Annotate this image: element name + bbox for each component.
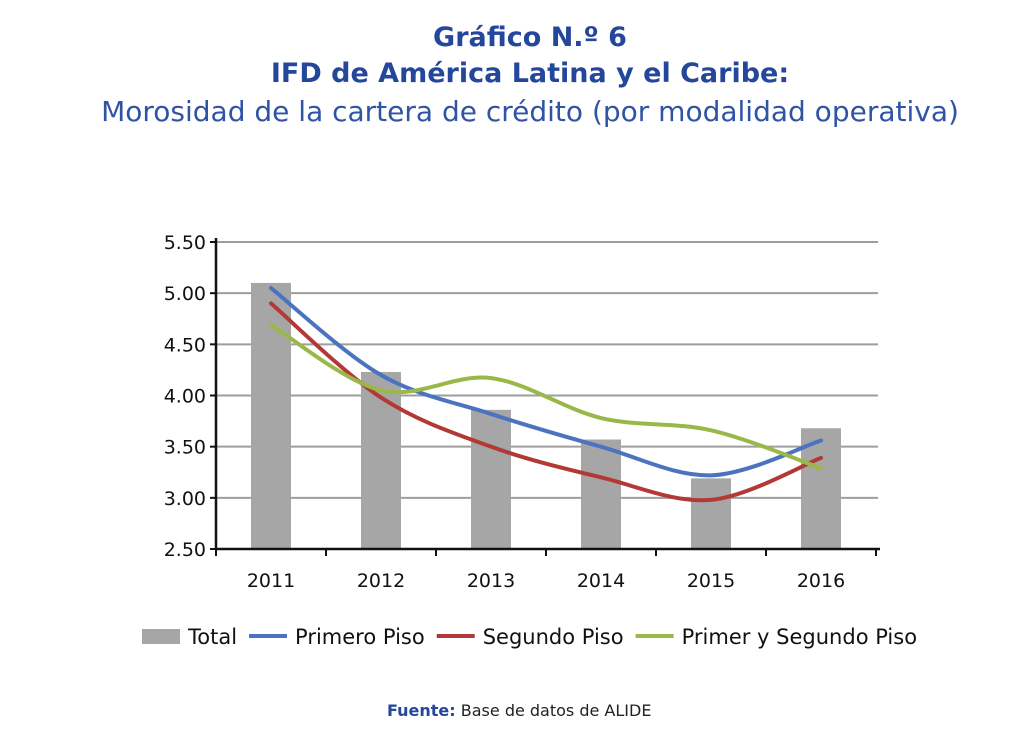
legend-swatch-total bbox=[142, 629, 180, 644]
x-tick-label: 2012 bbox=[357, 570, 405, 592]
bar-total bbox=[581, 439, 621, 549]
bar-total bbox=[471, 409, 511, 549]
y-tick-label: 5.00 bbox=[164, 283, 206, 305]
y-tick-label: 3.00 bbox=[164, 488, 206, 510]
bar-total bbox=[691, 478, 731, 549]
legend-label: Segundo Piso bbox=[483, 625, 624, 649]
x-tick-label: 2014 bbox=[577, 570, 625, 592]
bar-total bbox=[801, 428, 841, 549]
legend: Total Primero Piso Segundo Piso Primer y Se… bbox=[142, 625, 917, 649]
chart-subtitle: Morosidad de la cartera de crédito (por … bbox=[101, 95, 959, 128]
y-tick-label: 4.50 bbox=[164, 334, 206, 356]
y-tick-label: 5.50 bbox=[164, 232, 206, 254]
legend-label: Primer y Segundo Piso bbox=[682, 625, 917, 649]
source-label: Fuente: bbox=[387, 701, 456, 720]
x-tick-label: 2011 bbox=[247, 570, 295, 592]
source-text: Base de datos de ALIDE bbox=[460, 701, 652, 720]
bar-total bbox=[361, 371, 401, 549]
legend-label: Primero Piso bbox=[295, 625, 425, 649]
legend-label: Total bbox=[187, 625, 237, 649]
x-tick-label: 2013 bbox=[467, 570, 515, 592]
chart-title-line2: IFD de América Latina y el Caribe: bbox=[270, 58, 790, 89]
y-tick-label: 4.00 bbox=[164, 386, 206, 408]
chart-title-line1: Gráfico N.º 6 bbox=[433, 22, 627, 53]
source-note: Fuente: Base de datos de ALIDE bbox=[387, 701, 651, 720]
y-tick-label: 2.50 bbox=[164, 539, 206, 561]
chart-title-block: Gráfico N.º 6 IFD de América Latina y el… bbox=[0, 20, 1024, 132]
x-tick-label: 2016 bbox=[797, 570, 845, 592]
series-line-1 bbox=[269, 286, 823, 478]
bar-total bbox=[251, 282, 291, 549]
y-tick-label: 3.50 bbox=[164, 437, 206, 459]
x-tick-label: 2015 bbox=[687, 570, 735, 592]
series-line-3 bbox=[269, 322, 823, 471]
